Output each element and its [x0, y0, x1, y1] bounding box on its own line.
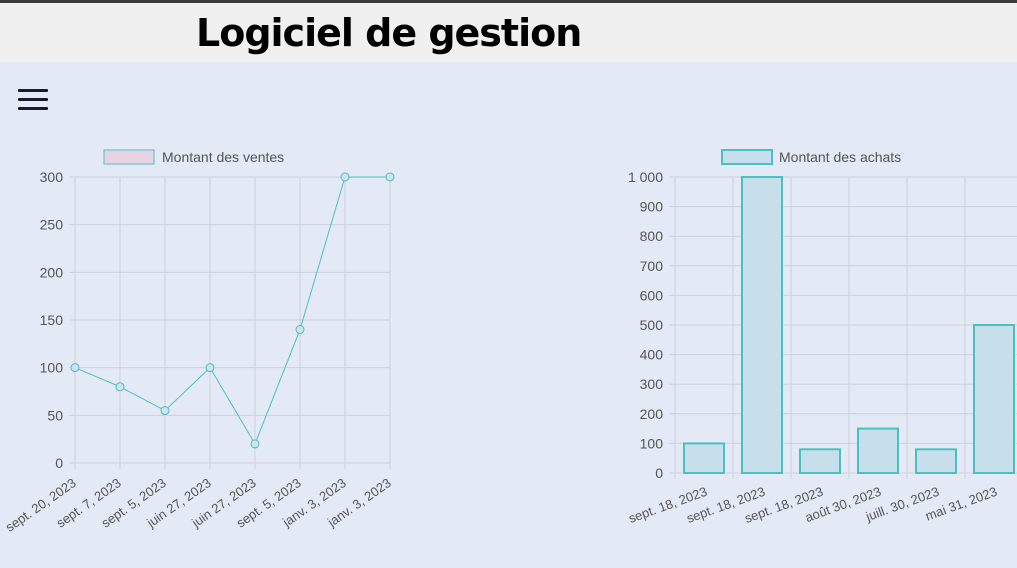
purchases-bar[interactable] — [915, 448, 957, 475]
hamburger-menu-icon[interactable] — [17, 86, 49, 114]
sales-data-point[interactable] — [385, 172, 395, 182]
sales-legend-label: Montant des ventes — [162, 149, 284, 165]
top-border — [0, 0, 1017, 3]
sales-y-tick-label: 250 — [40, 217, 64, 233]
purchases-y-tick-label: 100 — [640, 435, 664, 451]
sales-data-point[interactable] — [115, 382, 125, 392]
menu-bar — [18, 89, 48, 92]
purchases-bar[interactable] — [973, 324, 1015, 474]
sales-legend[interactable]: Montant des ventes — [103, 149, 284, 165]
app-title: Logiciel de gestion — [196, 11, 582, 55]
purchases-bar[interactable] — [799, 448, 841, 475]
purchases-legend[interactable]: Montant des achats — [721, 149, 901, 165]
purchases-y-tick-label: 0 — [655, 465, 663, 481]
purchases-y-tick-label: 400 — [640, 347, 664, 363]
purchases-y-tick-label: 1 000 — [628, 169, 663, 185]
purchases-y-tick-label: 700 — [640, 258, 664, 274]
sales-data-point[interactable] — [70, 363, 80, 373]
purchases-y-tick-label: 600 — [640, 287, 664, 303]
sales-data-point[interactable] — [295, 325, 305, 335]
purchases-legend-swatch — [721, 149, 773, 165]
menu-bar — [18, 107, 48, 110]
sales-y-tick-label: 50 — [47, 407, 63, 423]
sales-y-tick-label: 200 — [40, 264, 64, 280]
sales-data-point[interactable] — [340, 172, 350, 182]
sales-data-point[interactable] — [205, 363, 215, 373]
purchases-y-tick-label: 800 — [640, 228, 664, 244]
purchases-y-tick-label: 200 — [640, 406, 664, 422]
purchases-bar-chart: Montant des achats 0 100 200 300 400 500 600 70… — [626, 149, 1017, 526]
sales-y-tick-label: 150 — [40, 312, 64, 328]
purchases-bar[interactable] — [683, 442, 725, 474]
menu-bar — [18, 98, 48, 101]
purchases-y-tick-label: 900 — [640, 199, 664, 215]
app-header: Logiciel de gestion — [0, 3, 1017, 62]
purchases-bar[interactable] — [857, 427, 899, 475]
sales-series-line — [74, 176, 390, 446]
sales-legend-swatch — [103, 149, 155, 165]
purchases-bar[interactable] — [741, 176, 783, 474]
sales-y-tick-label: 100 — [40, 360, 64, 376]
sales-data-point[interactable] — [250, 439, 260, 449]
sales-y-tick-label: 0 — [55, 455, 63, 471]
sales-data-point[interactable] — [160, 406, 170, 416]
purchases-y-tick-label: 500 — [640, 317, 664, 333]
purchases-legend-label: Montant des achats — [779, 149, 901, 165]
sales-y-tick-label: 300 — [40, 169, 64, 185]
purchases-y-tick-label: 300 — [640, 376, 664, 392]
